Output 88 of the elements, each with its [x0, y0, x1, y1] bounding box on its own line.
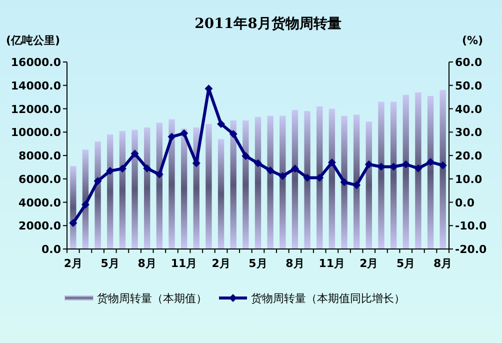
bar — [366, 122, 372, 249]
point — [81, 200, 90, 209]
y2-tick-label: 40.0 — [455, 102, 482, 116]
point — [130, 150, 139, 158]
point — [290, 164, 299, 173]
bar — [180, 128, 188, 249]
point — [254, 159, 262, 168]
bar — [341, 116, 348, 249]
bar — [218, 139, 224, 249]
bar — [132, 130, 138, 249]
bar — [316, 106, 323, 249]
point — [278, 172, 287, 180]
y-tick-label: 14000.0 — [10, 79, 62, 92]
bar — [94, 141, 101, 249]
point — [328, 158, 336, 167]
bar — [168, 119, 175, 249]
bar — [390, 102, 397, 249]
y2-tick-label: 0.0 — [455, 196, 475, 210]
x-tick-label: 8月 — [138, 257, 156, 270]
y2-tick-label: -20.0 — [455, 243, 488, 256]
point — [118, 164, 126, 173]
bar — [230, 120, 236, 249]
point — [217, 120, 226, 128]
bar — [254, 116, 262, 249]
y-axis-title: (亿吨公里) — [6, 34, 60, 47]
bar — [267, 116, 274, 249]
y2-tick-label: 30.0 — [455, 126, 482, 140]
point — [94, 176, 102, 185]
point — [340, 178, 348, 186]
point — [352, 181, 361, 190]
point — [143, 164, 152, 172]
bar — [415, 92, 422, 249]
bar — [242, 120, 249, 249]
bar — [206, 124, 212, 249]
point — [180, 129, 188, 138]
point — [168, 132, 176, 141]
bar — [378, 102, 384, 249]
bar — [440, 90, 446, 249]
y-tick-label: 16000.0 — [10, 56, 62, 69]
x-tick-label: 2月 — [64, 257, 82, 270]
bar — [107, 134, 114, 249]
point — [414, 164, 422, 172]
bar — [292, 110, 298, 249]
y-tick-label: 12000.0 — [10, 102, 62, 116]
point — [364, 160, 373, 168]
point — [438, 161, 447, 170]
y2-axis-title: (%) — [462, 34, 484, 47]
y-tick-label: 10000.0 — [10, 126, 62, 140]
bar — [119, 130, 126, 249]
x-tick-label: 2月 — [360, 257, 378, 270]
y2-tick-label: -10.0 — [455, 220, 488, 233]
x-tick-label: 8月 — [434, 257, 452, 270]
legend-label: 货物周转量（本期值） — [97, 292, 207, 305]
y2-tick-label: 50.0 — [455, 79, 482, 92]
point — [402, 160, 410, 168]
bar — [354, 114, 360, 249]
bar — [156, 122, 162, 249]
y-tick-label: 0.0 — [42, 243, 62, 256]
legend-label: 货物周转量（本期值同比增长） — [251, 292, 405, 305]
x-tick-label: 5月 — [396, 257, 416, 270]
bar — [280, 116, 286, 249]
y2-tick-label: 20.0 — [455, 150, 482, 162]
y-tick-label: 4000.0 — [18, 196, 62, 210]
chart-title: 2011年8月货物周转量 — [194, 16, 342, 32]
x-tick-label: 11月 — [318, 257, 346, 270]
y2-tick-label: 60.0 — [455, 56, 482, 69]
x-tick-label: 5月 — [100, 257, 120, 270]
point — [69, 219, 78, 228]
point — [426, 158, 435, 166]
bar — [328, 108, 336, 249]
x-tick-label: 2月 — [212, 257, 230, 270]
point — [229, 130, 238, 138]
y-tick-label: 8000.0 — [18, 150, 62, 162]
point — [106, 166, 114, 175]
y-tick-label: 6000.0 — [18, 172, 62, 186]
point — [242, 152, 250, 160]
bar — [144, 127, 150, 249]
point — [266, 166, 274, 174]
x-tick-label: 5月 — [248, 257, 268, 270]
point — [155, 170, 164, 178]
bar — [427, 96, 434, 249]
bar — [70, 166, 76, 249]
y-tick-label: 2000.0 — [18, 220, 62, 233]
y2-tick-label: 10.0 — [455, 172, 482, 186]
x-tick-label: 11月 — [170, 257, 198, 270]
bar — [304, 111, 310, 249]
bar — [402, 94, 409, 249]
x-tick-label: 8月 — [286, 257, 304, 270]
